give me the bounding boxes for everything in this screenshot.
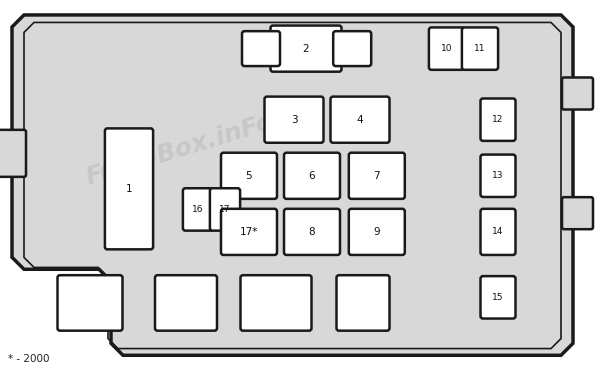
Text: 17*: 17* [240,227,258,237]
Text: 13: 13 [492,171,504,180]
Text: 7: 7 [373,171,380,181]
Text: 16: 16 [192,205,204,214]
FancyBboxPatch shape [562,197,593,229]
Text: 10: 10 [441,44,453,53]
FancyBboxPatch shape [210,188,240,231]
Text: 14: 14 [493,227,503,236]
FancyBboxPatch shape [481,209,515,255]
FancyBboxPatch shape [242,31,280,66]
Text: Fuse-Box.inFo: Fuse-Box.inFo [83,110,277,190]
Text: 12: 12 [493,115,503,124]
Text: 15: 15 [492,293,504,302]
FancyBboxPatch shape [481,276,515,319]
FancyBboxPatch shape [333,31,371,66]
FancyBboxPatch shape [284,209,340,255]
FancyBboxPatch shape [481,98,515,141]
Text: 9: 9 [373,227,380,237]
FancyBboxPatch shape [58,275,122,331]
Polygon shape [12,15,573,355]
FancyBboxPatch shape [462,27,498,70]
FancyBboxPatch shape [562,77,593,110]
Text: 3: 3 [290,115,298,125]
FancyBboxPatch shape [284,153,340,199]
FancyBboxPatch shape [349,209,405,255]
FancyBboxPatch shape [183,188,213,231]
FancyBboxPatch shape [349,153,405,199]
FancyBboxPatch shape [337,275,389,331]
Text: 1: 1 [125,184,133,194]
FancyBboxPatch shape [265,96,323,143]
Text: 11: 11 [474,44,486,53]
FancyBboxPatch shape [481,154,515,197]
FancyBboxPatch shape [221,153,277,199]
FancyBboxPatch shape [155,275,217,331]
Text: 4: 4 [356,115,364,125]
Text: 6: 6 [308,171,316,181]
Text: * - 2000: * - 2000 [8,354,49,364]
Text: 8: 8 [308,227,316,237]
Text: 5: 5 [245,171,253,181]
Text: 2: 2 [302,44,310,53]
FancyBboxPatch shape [0,130,26,177]
FancyBboxPatch shape [105,128,153,249]
FancyBboxPatch shape [271,25,341,72]
FancyBboxPatch shape [429,27,465,70]
Text: 17: 17 [219,205,231,214]
FancyBboxPatch shape [331,96,389,143]
FancyBboxPatch shape [221,209,277,255]
FancyBboxPatch shape [241,275,311,331]
